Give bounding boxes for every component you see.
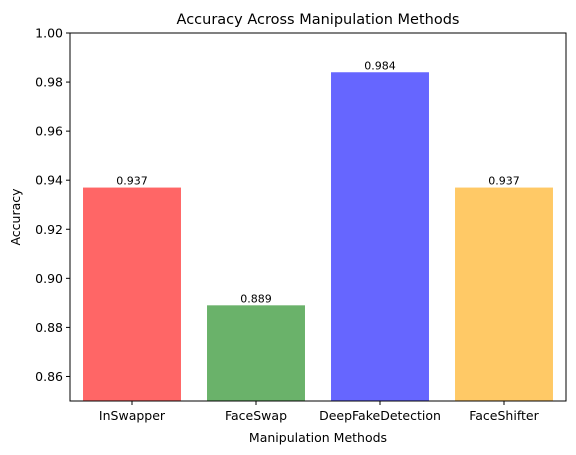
bar-value-label: 0.984 (364, 59, 396, 72)
bar-value-label: 0.889 (240, 292, 272, 305)
bar-value-label: 0.937 (116, 175, 148, 188)
bar-deepfakedetection (331, 72, 429, 401)
y-tick-label: 0.98 (35, 75, 63, 90)
y-tick-label: 0.86 (35, 369, 63, 384)
x-tick-label: FaceShifter (469, 408, 539, 423)
bar-faceswap (207, 305, 305, 401)
x-axis-label: Manipulation Methods (249, 430, 387, 445)
y-tick-label: 0.88 (35, 320, 63, 335)
y-tick-label: 0.96 (35, 124, 63, 139)
bar-inswapper (83, 187, 181, 401)
bar-value-label: 0.937 (488, 175, 520, 188)
y-tick-label: 0.94 (35, 173, 63, 188)
x-tick-label: FaceSwap (225, 408, 287, 423)
y-axis-label: Accuracy (8, 188, 23, 246)
bar-faceshifter (455, 187, 553, 401)
x-tick-label: InSwapper (99, 408, 166, 423)
plot-frame (69, 32, 567, 402)
y-tick-label: 0.90 (35, 271, 63, 286)
y-tick-label: 0.92 (35, 222, 63, 237)
y-tick-label: 1.00 (35, 26, 63, 41)
chart-title: Accuracy Across Manipulation Methods (177, 12, 460, 28)
x-tick-label: DeepFakeDetection (319, 408, 441, 423)
